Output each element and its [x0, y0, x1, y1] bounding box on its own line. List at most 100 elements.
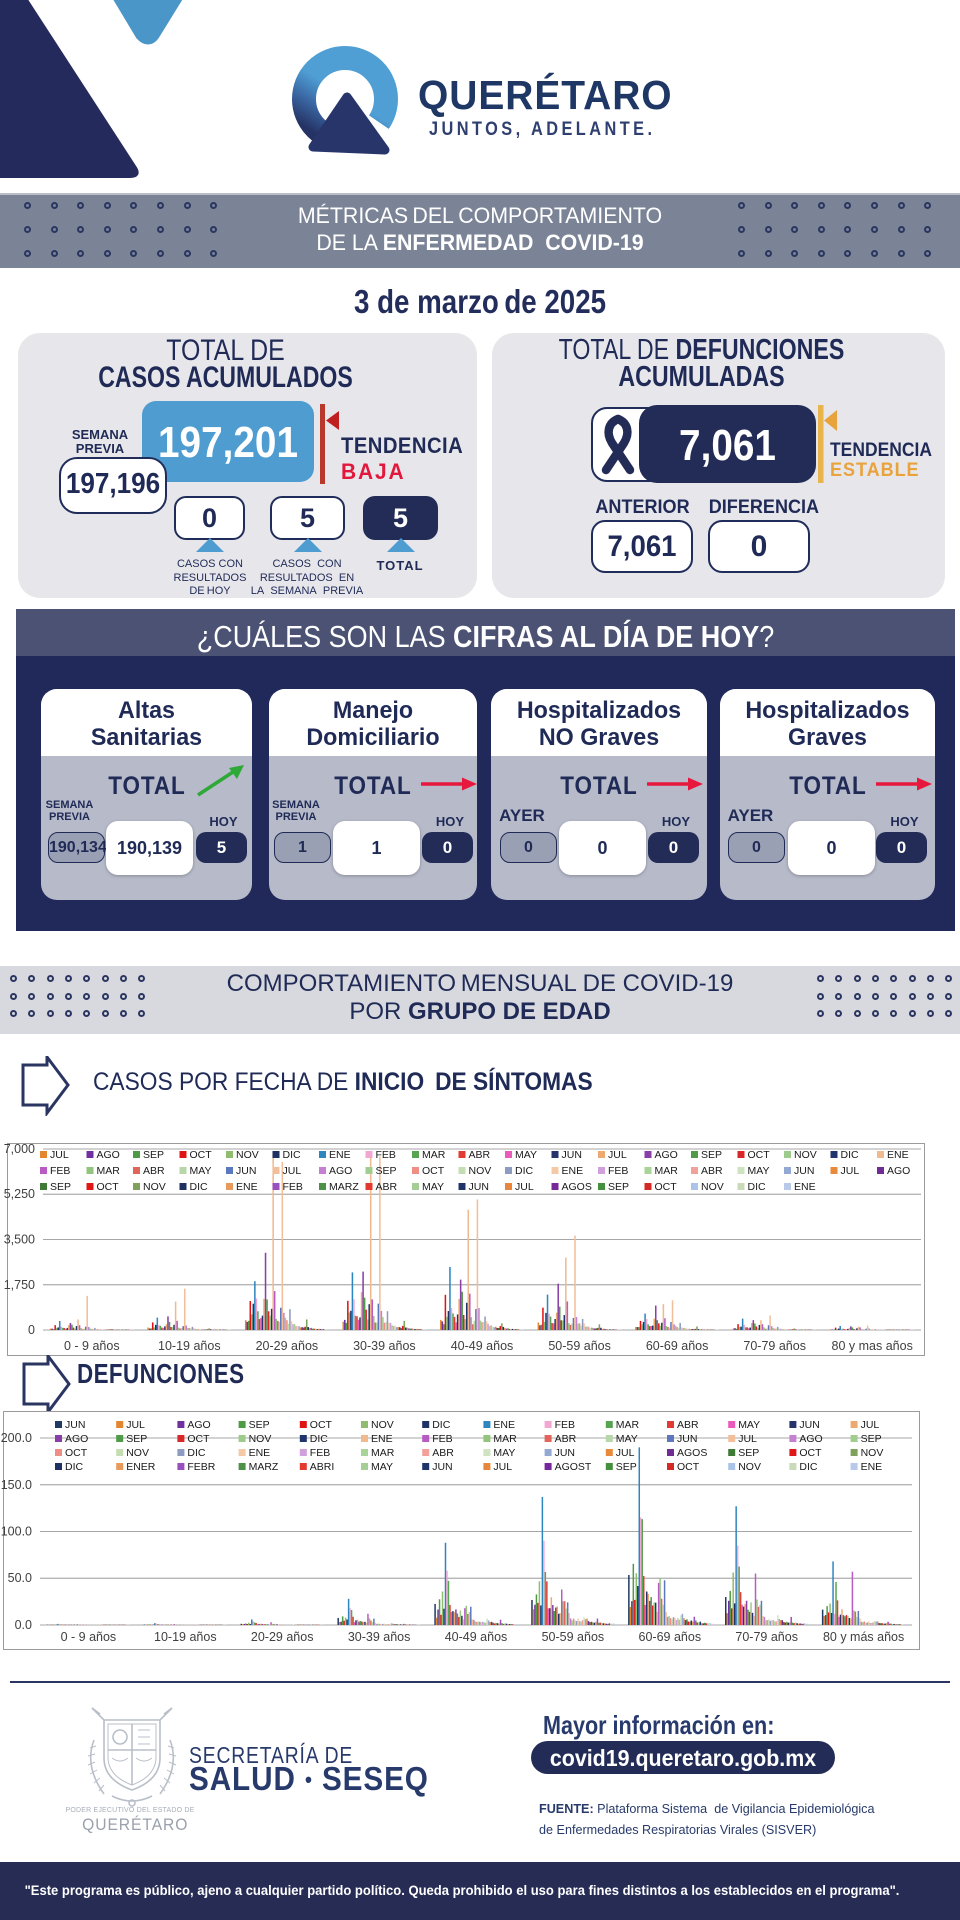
svg-text:10-19 años: 10-19 años	[158, 1339, 221, 1353]
svg-text:NOV: NOV	[738, 1461, 761, 1473]
svg-text:AGOS: AGOS	[677, 1447, 707, 1459]
svg-text:DIC: DIC	[432, 1419, 451, 1431]
svg-text:JUN: JUN	[799, 1419, 819, 1431]
svg-text:JUN: JUN	[432, 1461, 452, 1473]
svg-text:SEP: SEP	[701, 1149, 722, 1161]
svg-text:70-79 años: 70-79 años	[743, 1339, 806, 1353]
svg-text:DIC: DIC	[310, 1433, 329, 1445]
svg-text:MAR: MAR	[655, 1165, 679, 1177]
svg-text:OCT: OCT	[422, 1165, 445, 1177]
svg-text:MAR: MAR	[616, 1419, 640, 1431]
svg-text:FEB: FEB	[50, 1165, 70, 1177]
svg-text:ABR: ABR	[376, 1181, 398, 1193]
svg-text:FEB: FEB	[376, 1149, 396, 1161]
svg-text:20-29 años: 20-29 años	[251, 1630, 314, 1644]
svg-text:ENE: ENE	[493, 1419, 515, 1431]
svg-text:JUL: JUL	[515, 1181, 534, 1193]
svg-text:MAY: MAY	[422, 1181, 444, 1193]
svg-text:FEB: FEB	[283, 1181, 303, 1193]
svg-text:AGOS: AGOS	[562, 1181, 592, 1193]
svg-text:ENE: ENE	[861, 1461, 883, 1473]
svg-text:NOV: NOV	[861, 1447, 884, 1459]
svg-text:ENE: ENE	[249, 1447, 271, 1459]
svg-text:SEP: SEP	[249, 1419, 270, 1431]
svg-text:ABRI: ABRI	[310, 1461, 335, 1473]
svg-text:DIC: DIC	[283, 1149, 302, 1161]
svg-text:MAY: MAY	[748, 1165, 770, 1177]
svg-text:OCT: OCT	[310, 1419, 333, 1431]
svg-text:60-69 años: 60-69 años	[639, 1630, 702, 1644]
svg-text:ABR: ABR	[432, 1447, 454, 1459]
svg-text:7,000: 7,000	[4, 1143, 35, 1156]
svg-text:MARZ: MARZ	[329, 1181, 359, 1193]
svg-text:FEB: FEB	[310, 1447, 330, 1459]
svg-text:1,750: 1,750	[4, 1278, 35, 1292]
svg-text:NOV: NOV	[794, 1149, 817, 1161]
svg-text:FEBR: FEBR	[187, 1461, 215, 1473]
svg-text:SEP: SEP	[738, 1447, 759, 1459]
svg-text:ENE: ENE	[329, 1149, 351, 1161]
svg-text:MAR: MAR	[371, 1447, 395, 1459]
svg-text:0: 0	[28, 1323, 35, 1337]
svg-text:OCT: OCT	[187, 1433, 210, 1445]
svg-text:150.0: 150.0	[1, 1478, 32, 1492]
svg-text:OCT: OCT	[677, 1461, 700, 1473]
svg-text:50.0: 50.0	[8, 1571, 32, 1585]
svg-text:0.0: 0.0	[15, 1618, 32, 1632]
svg-text:AGOST: AGOST	[555, 1461, 592, 1473]
svg-text:DIC: DIC	[748, 1181, 767, 1193]
svg-text:JUN: JUN	[65, 1419, 85, 1431]
svg-text:NOV: NOV	[371, 1419, 394, 1431]
svg-text:OCT: OCT	[190, 1149, 213, 1161]
svg-text:NOV: NOV	[469, 1165, 492, 1177]
svg-text:50-59 años: 50-59 años	[542, 1630, 605, 1644]
svg-text:MAY: MAY	[371, 1461, 393, 1473]
svg-text:JUL: JUL	[608, 1149, 627, 1161]
svg-text:MAR: MAR	[493, 1433, 517, 1445]
svg-text:AGO: AGO	[655, 1149, 678, 1161]
svg-text:NOV: NOV	[701, 1181, 724, 1193]
svg-text:AGO: AGO	[187, 1419, 210, 1431]
svg-text:NOV: NOV	[143, 1181, 166, 1193]
svg-text:5,250: 5,250	[4, 1187, 35, 1201]
svg-text:FEB: FEB	[555, 1419, 575, 1431]
svg-text:50-59 años: 50-59 años	[548, 1339, 611, 1353]
svg-text:MAR: MAR	[97, 1165, 121, 1177]
svg-text:DIC: DIC	[65, 1461, 84, 1473]
svg-text:OCT: OCT	[799, 1447, 822, 1459]
svg-text:NOV: NOV	[126, 1447, 149, 1459]
svg-text:JUN: JUN	[236, 1165, 256, 1177]
svg-text:SEP: SEP	[608, 1181, 629, 1193]
svg-text:DIC: DIC	[187, 1447, 206, 1459]
svg-text:SEP: SEP	[50, 1181, 71, 1193]
svg-text:DIC: DIC	[190, 1181, 209, 1193]
svg-text:SEP: SEP	[616, 1461, 637, 1473]
svg-text:70-79 años: 70-79 años	[735, 1630, 798, 1644]
svg-text:JUN: JUN	[562, 1149, 582, 1161]
svg-text:FEB: FEB	[432, 1433, 452, 1445]
svg-text:20-29 años: 20-29 años	[256, 1339, 319, 1353]
svg-text:AGO: AGO	[329, 1165, 352, 1177]
svg-text:ABR: ABR	[469, 1149, 491, 1161]
svg-text:30-39 años: 30-39 años	[348, 1630, 411, 1644]
svg-text:NOV: NOV	[236, 1149, 259, 1161]
svg-text:JUL: JUL	[861, 1419, 880, 1431]
svg-text:JUL: JUL	[616, 1447, 635, 1459]
svg-text:JUL: JUL	[738, 1433, 757, 1445]
svg-text:ENE: ENE	[562, 1165, 584, 1177]
svg-text:OCT: OCT	[748, 1149, 771, 1161]
svg-text:AGO: AGO	[799, 1433, 822, 1445]
svg-text:MAY: MAY	[616, 1433, 638, 1445]
svg-text:ABR: ABR	[143, 1165, 165, 1177]
svg-text:JUN: JUN	[469, 1181, 489, 1193]
svg-text:10-19 años: 10-19 años	[154, 1630, 217, 1644]
svg-text:JUL: JUL	[841, 1165, 860, 1177]
svg-text:40-49 años: 40-49 años	[451, 1339, 514, 1353]
svg-text:ENE: ENE	[794, 1181, 816, 1193]
svg-text:MAY: MAY	[190, 1165, 212, 1177]
svg-text:JUN: JUN	[677, 1433, 697, 1445]
svg-text:200.0: 200.0	[1, 1431, 32, 1445]
svg-text:DIC: DIC	[799, 1461, 818, 1473]
svg-text:JUN: JUN	[794, 1165, 814, 1177]
svg-text:JUL: JUL	[126, 1419, 145, 1431]
